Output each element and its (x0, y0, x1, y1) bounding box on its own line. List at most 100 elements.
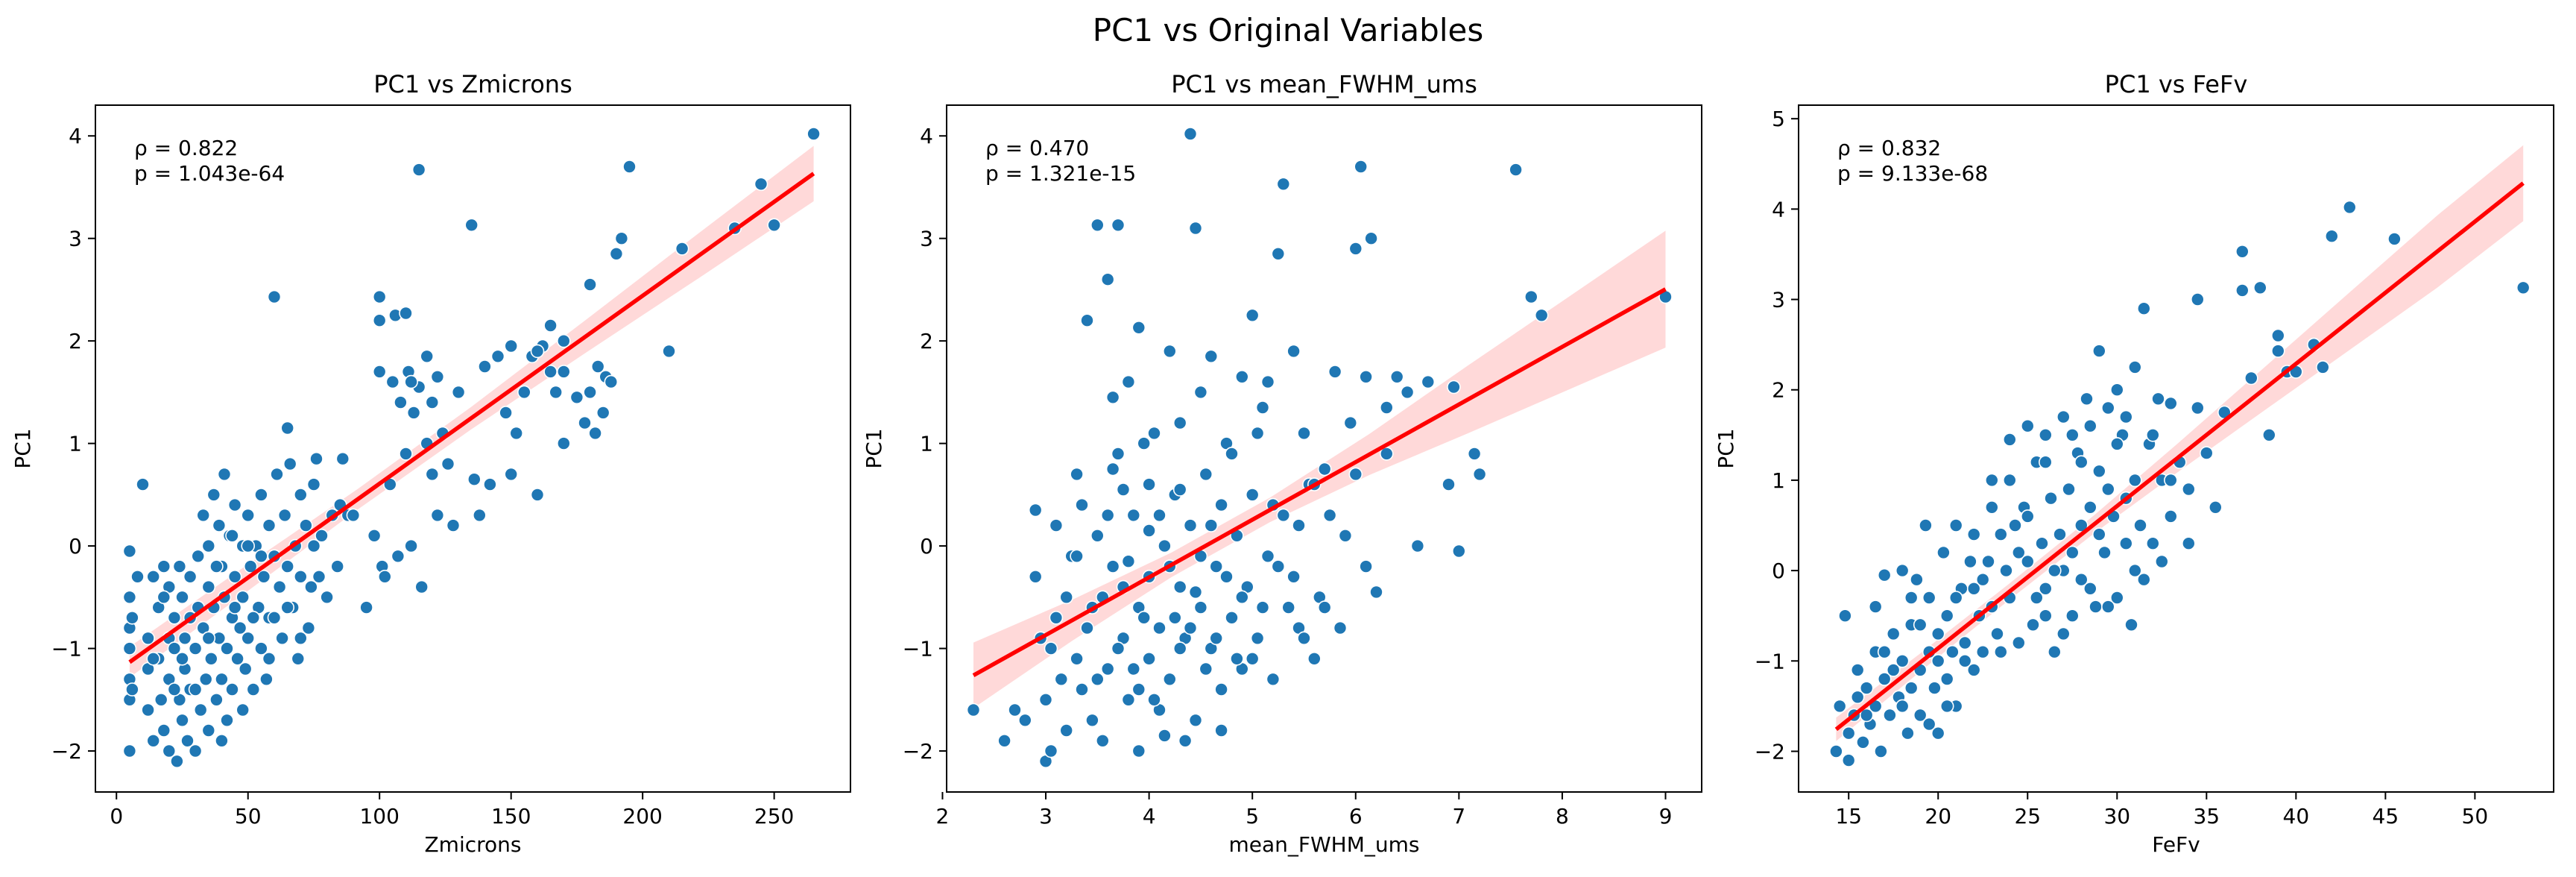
chart-1-point (1343, 415, 1358, 430)
chart-1-point (1219, 569, 1234, 584)
chart-2-point (1895, 563, 1910, 578)
chart-0-point (254, 549, 268, 564)
chart-2-point (1868, 600, 1883, 614)
chart-0-point (312, 569, 326, 584)
chart-0-ylabel: PC1 (10, 428, 35, 468)
chart-2-point (1948, 591, 1963, 605)
chart-2-point (2119, 536, 2133, 551)
chart-2-point (2151, 392, 2165, 406)
chart-2-point (2030, 591, 2044, 605)
chart-0-point (122, 641, 137, 656)
chart-0-point (320, 590, 334, 605)
chart-2-point (2191, 292, 2205, 307)
chart-1-point (1121, 554, 1136, 569)
chart-2-point (2056, 409, 2071, 424)
chart-1-point (1100, 661, 1115, 676)
chart-0-point (175, 713, 189, 728)
chart-1-point (1524, 289, 1538, 304)
chart-0-point (530, 344, 545, 359)
chart-0-point (188, 682, 203, 697)
chart-0-point (293, 631, 308, 646)
chart-0-point (420, 349, 435, 364)
chart-0-point (391, 549, 405, 564)
chart-0-point (243, 559, 258, 573)
chart-2-point (2164, 396, 2178, 411)
chart-0-point (282, 456, 297, 471)
chart-2-point (2101, 400, 2115, 415)
chart-0-point (227, 600, 242, 614)
chart-1-point (1260, 374, 1275, 389)
chart-1-point (1188, 221, 1203, 236)
chart-2-point (1856, 735, 1870, 749)
chart-1-point (1158, 538, 1172, 553)
chart-0-point (270, 467, 284, 482)
chart-0-point (543, 365, 558, 379)
chart-2-point (2053, 527, 2067, 541)
chart-2-point (1850, 690, 1865, 705)
chart-2-point (2039, 427, 2053, 442)
chart-1-point (1193, 385, 1208, 400)
chart-1-point (1100, 508, 1115, 523)
chart-2-point (2026, 617, 2040, 632)
chart-0-point (583, 385, 597, 400)
chart-1-point (1105, 390, 1120, 405)
chart-0-point (451, 385, 466, 400)
chart-2-point (2146, 427, 2160, 442)
chart-2-point (1939, 609, 1954, 623)
chart-1-point (1297, 631, 1311, 646)
chart-0-point (201, 631, 216, 646)
chart-2-point (1859, 681, 1874, 695)
chart-1-annotation-rho: ρ = 0.470 (985, 136, 1089, 160)
chart-1-point (1260, 549, 1275, 564)
chart-0-xtick-label: 50 (235, 804, 262, 829)
chart-2-point (2209, 500, 2223, 515)
chart-2-point (2065, 609, 2080, 623)
chart-0-point (175, 590, 189, 605)
chart-0-xtick-label: 150 (491, 804, 531, 829)
chart-0-point (220, 641, 234, 656)
chart-1-title: PC1 vs mean_FWHM_ums (1171, 70, 1477, 98)
chart-2-point (1994, 527, 2008, 541)
chart-2-axes-frame (1798, 104, 2554, 793)
chart-1-point (1235, 590, 1249, 605)
chart-0-point (183, 569, 198, 584)
chart-2-ytick-label: 3 (1772, 288, 1785, 312)
chart-1-point (1147, 426, 1161, 441)
chart-2-point (2074, 572, 2089, 587)
chart-0-xtick-label: 100 (359, 804, 399, 829)
chart-2-point (2012, 635, 2026, 650)
chart-2-point (1975, 572, 1990, 587)
chart-2-point (2110, 591, 2124, 605)
chart-2-point (1985, 500, 1999, 515)
chart-0-point (154, 692, 168, 707)
chart-1-point (1054, 672, 1069, 687)
chart-1-point (1364, 231, 1378, 246)
chart-2-ytick-label: 4 (1772, 197, 1785, 221)
chart-0-point (136, 477, 150, 491)
chart-0-point (254, 641, 268, 656)
chart-0-point (241, 508, 256, 523)
chart-0-point (230, 651, 244, 666)
chart-0-point (306, 538, 321, 553)
chart-0-point (272, 579, 287, 594)
chart-0-point (556, 436, 571, 450)
chart-2-point (2048, 644, 2062, 659)
chart-2-annotation-p: p = 9.133e-68 (1837, 161, 1988, 186)
chart-2-point (1901, 726, 1915, 741)
chart-0-point (406, 406, 421, 420)
chart-0-point (394, 395, 408, 409)
chart-1-point (1111, 641, 1126, 656)
chart-1-point (1204, 349, 1219, 364)
chart-0-point (309, 451, 323, 466)
chart-0-point (256, 569, 271, 584)
chart-0-point (201, 723, 216, 738)
chart-2-point (2089, 600, 2103, 614)
chart-0-point (201, 579, 216, 594)
chart-1-point (1090, 218, 1105, 233)
chart-1-point (1472, 467, 1487, 482)
chart-0-point (198, 672, 213, 687)
chart-2-point (2128, 473, 2142, 488)
chart-1-point (1380, 400, 1394, 415)
chart-2-point (1895, 653, 1910, 668)
chart-2-point (1841, 726, 1856, 741)
